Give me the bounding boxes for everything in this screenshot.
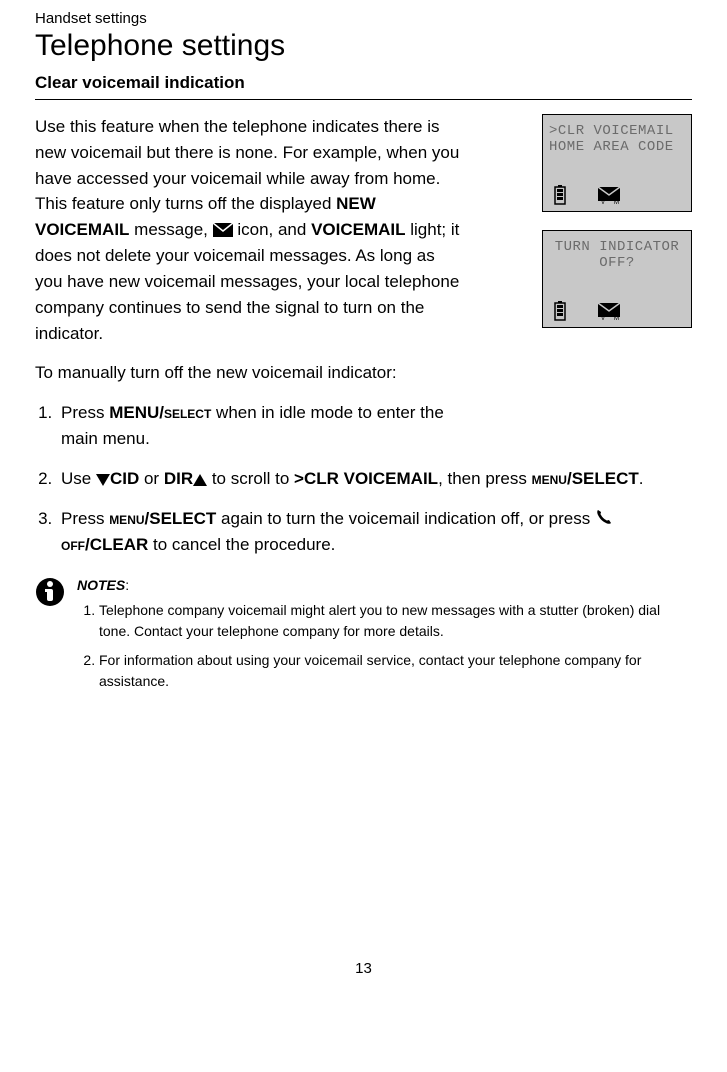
smallcaps-text: menu — [532, 469, 567, 488]
step-item: Press MENU/select when in idle mode to e… — [57, 400, 471, 452]
smallcaps-text: select — [164, 403, 211, 422]
smallcaps-text: off — [61, 535, 85, 554]
text: or — [139, 469, 164, 488]
text: Press — [61, 403, 109, 422]
lcd-line: OFF? — [549, 255, 685, 271]
lcd-status-icons: V M — [553, 185, 621, 205]
down-triangle-icon — [96, 474, 110, 486]
note-item: For information about using your voicema… — [99, 650, 692, 692]
bold-text: /SELECT — [567, 469, 639, 488]
text: . — [639, 469, 644, 488]
text: icon, and — [233, 220, 311, 239]
svg-text:V: V — [601, 200, 605, 204]
notes-list: Telephone company voicemail might alert … — [77, 600, 692, 692]
text: Use this feature when the telephone indi… — [35, 117, 459, 213]
text: to scroll to — [207, 469, 294, 488]
notes-content: NOTES: Telephone company voicemail might… — [77, 575, 692, 700]
bold-text: DIR — [164, 469, 193, 488]
breadcrumb: Handset settings — [35, 10, 692, 27]
voicemail-envelope-icon: V M — [597, 186, 621, 204]
up-triangle-icon — [193, 474, 207, 486]
svg-text:M: M — [614, 200, 619, 204]
separator — [35, 99, 692, 100]
text: to cancel the procedure. — [148, 535, 335, 554]
bold-text: /CLEAR — [85, 535, 148, 554]
text: again to turn the voicemail indication o… — [216, 509, 595, 528]
lcd-screen-2: TURN INDICATOR OFF? V M — [542, 230, 692, 328]
envelope-icon — [213, 223, 233, 237]
battery-icon — [553, 185, 567, 205]
bold-text: VOICEMAIL — [311, 220, 405, 239]
bold-text: >CLR VOICEMAIL — [294, 469, 438, 488]
lcd-status-icons: V M — [553, 301, 621, 321]
bold-text: /SELECT — [145, 509, 217, 528]
intro-paragraph: Use this feature when the telephone indi… — [35, 114, 465, 346]
lcd-line: TURN INDICATOR — [549, 239, 685, 255]
text: Use — [61, 469, 96, 488]
steps-list: Press MENU/select when in idle mode to e… — [35, 400, 692, 557]
notes-block: NOTES: Telephone company voicemail might… — [35, 575, 692, 700]
text: message, — [129, 220, 212, 239]
lcd-line: HOME AREA CODE — [549, 139, 685, 155]
instruction-lead: To manually turn off the new voicemail i… — [35, 360, 465, 386]
lcd-screen-1: >CLR VOICEMAIL HOME AREA CODE V M — [542, 114, 692, 212]
lcd-line: >CLR VOICEMAIL — [549, 123, 685, 139]
body-area: >CLR VOICEMAIL HOME AREA CODE V M — [35, 114, 692, 700]
phone-icon — [595, 508, 613, 526]
note-item: Telephone company voicemail might alert … — [99, 600, 692, 642]
text: Press — [61, 509, 109, 528]
page: Handset settings Telephone settings Clea… — [0, 0, 727, 997]
svg-text:M: M — [614, 316, 619, 320]
text: : — [125, 577, 129, 593]
svg-text:V: V — [601, 316, 605, 320]
step-item: Use CID or DIR to scroll to >CLR VOICEMA… — [57, 466, 692, 492]
battery-icon — [553, 301, 567, 321]
text: , then press — [438, 469, 532, 488]
bold-text: MENU/ — [109, 403, 164, 422]
voicemail-envelope-icon: V M — [597, 302, 621, 320]
smallcaps-text: menu — [109, 509, 144, 528]
step-item: Press menu/SELECT again to turn the voic… — [57, 506, 692, 558]
page-title: Telephone settings — [35, 29, 692, 63]
page-number: 13 — [35, 960, 692, 977]
section-subtitle: Clear voicemail indication — [35, 73, 692, 93]
bold-text: CID — [110, 469, 139, 488]
info-icon — [35, 577, 65, 610]
notes-title: NOTES — [77, 577, 125, 593]
